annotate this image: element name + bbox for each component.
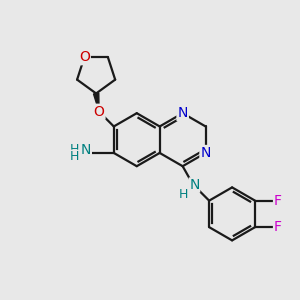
Text: H: H — [70, 150, 80, 163]
Text: N: N — [81, 143, 91, 157]
Text: O: O — [79, 50, 90, 64]
Text: N: N — [178, 106, 188, 120]
Text: H: H — [70, 143, 80, 156]
Text: F: F — [274, 220, 282, 234]
Text: H: H — [179, 188, 188, 201]
Text: N: N — [189, 178, 200, 192]
Text: N: N — [200, 146, 211, 160]
Polygon shape — [94, 93, 99, 112]
Text: F: F — [274, 194, 282, 208]
Text: O: O — [94, 105, 104, 119]
